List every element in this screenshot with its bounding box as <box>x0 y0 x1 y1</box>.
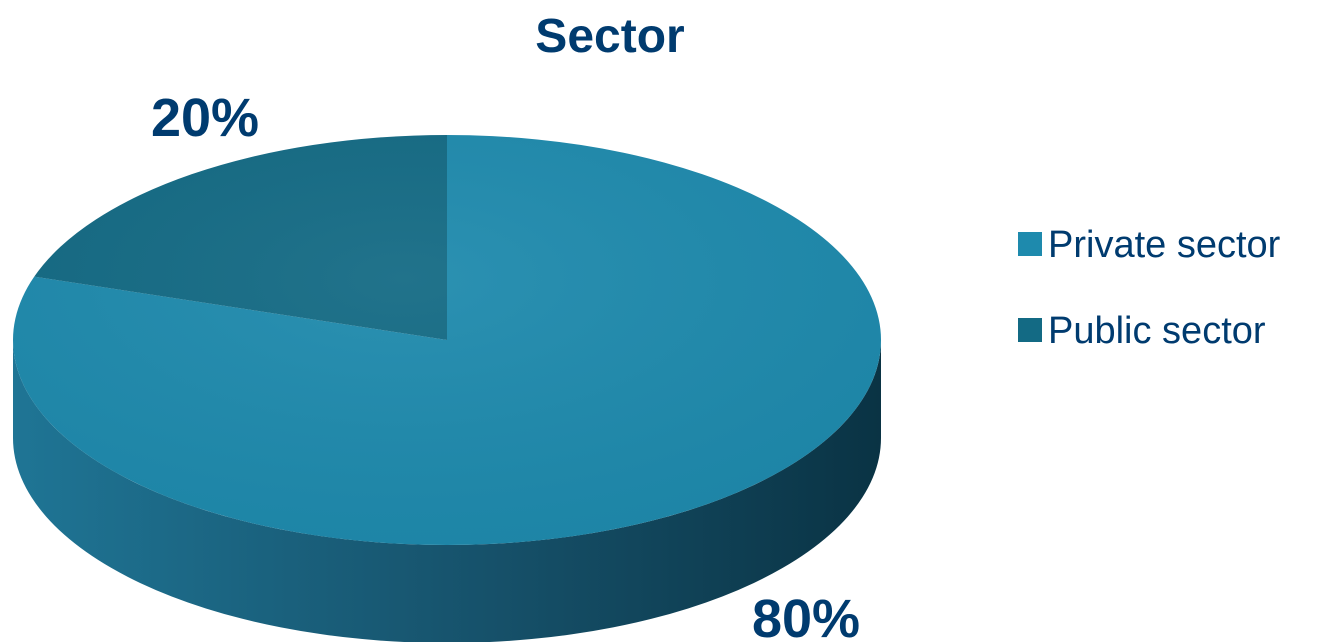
chart-title: Sector <box>535 10 684 63</box>
data-label-private: 80% <box>752 589 860 642</box>
legend-swatch-private <box>1018 232 1042 256</box>
pie-top-sheen <box>13 135 881 545</box>
pie-slices <box>13 135 882 642</box>
legend: Private sector Public sector <box>1018 224 1281 352</box>
legend-label-private: Private sector <box>1048 224 1281 266</box>
legend-label-public: Public sector <box>1048 310 1266 352</box>
data-label-public: 20% <box>151 88 259 148</box>
legend-swatch-public <box>1018 318 1042 342</box>
pie-side-wall <box>13 340 881 642</box>
